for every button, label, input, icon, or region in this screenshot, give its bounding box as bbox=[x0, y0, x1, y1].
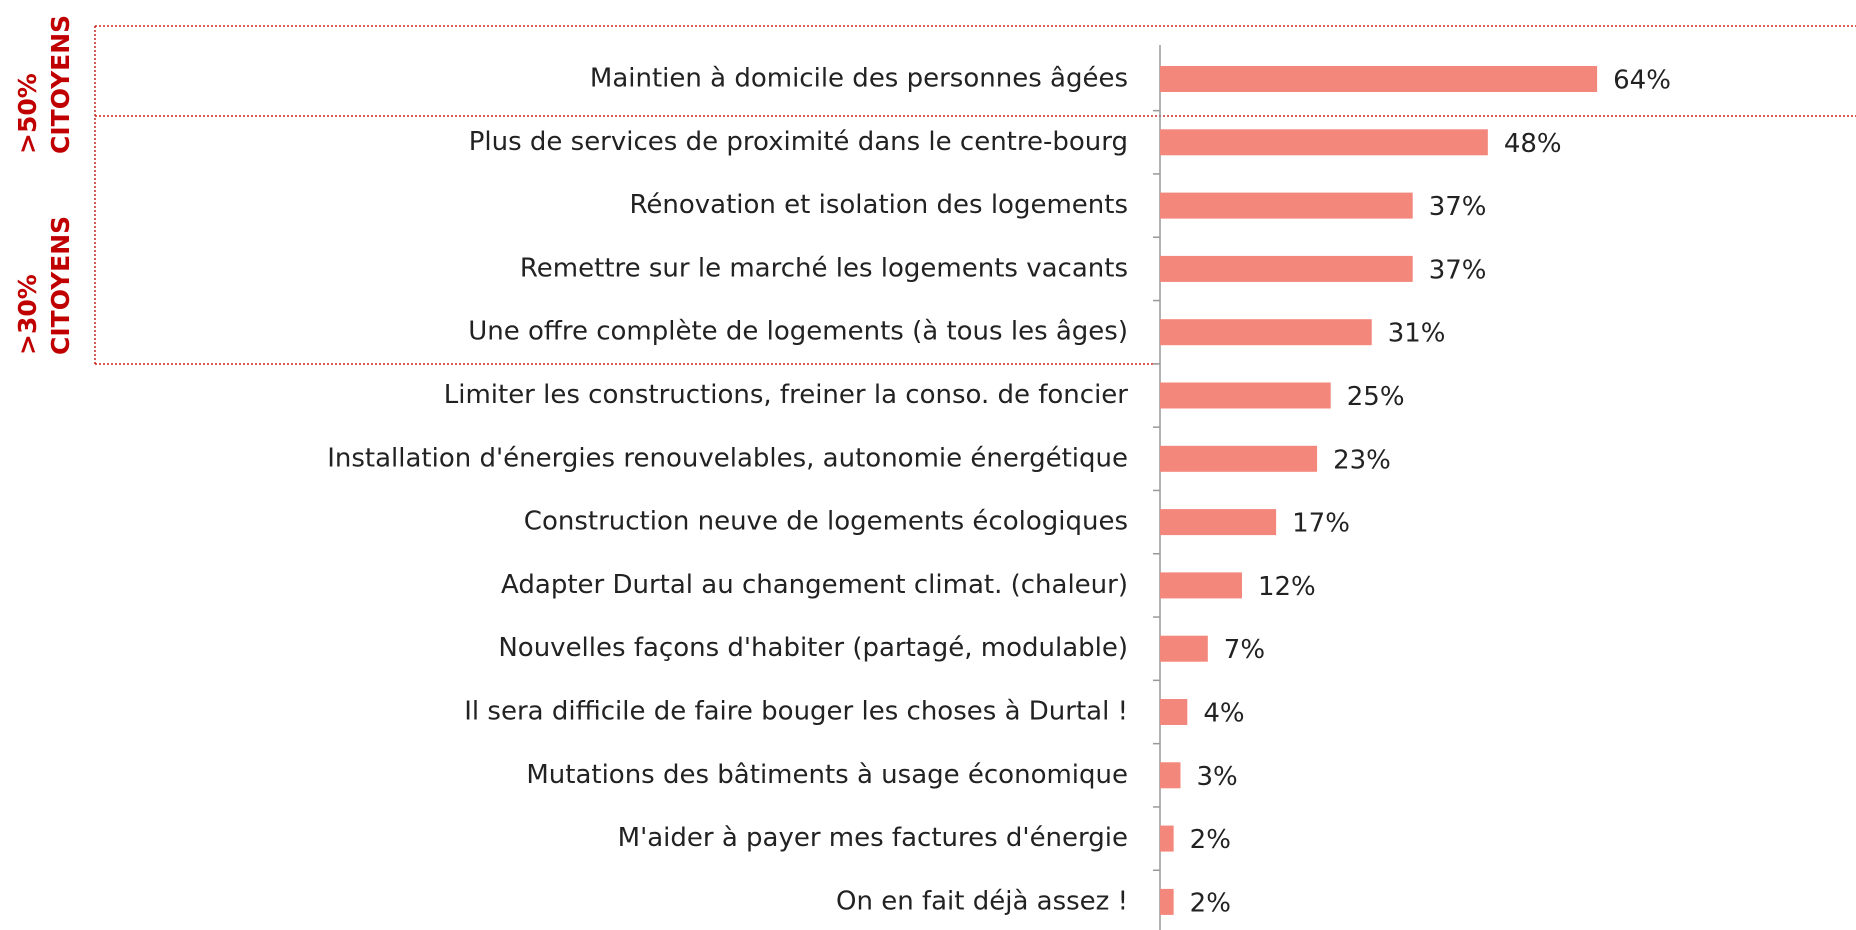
category-label: Nouvelles façons d'habiter (partagé, mod… bbox=[498, 633, 1128, 663]
category-label: Mutations des bâtiments à usage économiq… bbox=[526, 760, 1128, 790]
value-label: 25% bbox=[1347, 382, 1405, 412]
bar bbox=[1160, 762, 1181, 789]
category-label: Une offre complète de logements (à tous … bbox=[468, 317, 1128, 347]
annotation: CITOYENS bbox=[46, 216, 75, 355]
category-label: Maintien à domicile des personnes âgées bbox=[590, 64, 1128, 94]
value-label: 64% bbox=[1613, 66, 1671, 96]
value-label: 37% bbox=[1429, 255, 1487, 285]
category-label: Plus de services de proximité dans le ce… bbox=[469, 127, 1128, 157]
bar bbox=[1160, 255, 1413, 282]
value-label: 37% bbox=[1429, 192, 1487, 222]
value-label: 23% bbox=[1333, 445, 1391, 475]
category-label: Installation d'énergies renouvelables, a… bbox=[327, 443, 1128, 473]
category-label: M'aider à payer mes factures d'énergie bbox=[618, 823, 1128, 853]
category-label: Remettre sur le marché les logements vac… bbox=[520, 253, 1128, 283]
value-label: 17% bbox=[1292, 509, 1350, 539]
value-label: 7% bbox=[1224, 635, 1265, 665]
value-label: 48% bbox=[1504, 129, 1562, 159]
annotation: >30% bbox=[13, 274, 42, 355]
category-label: Limiter les constructions, freiner la co… bbox=[444, 380, 1129, 410]
category-label: On en fait déjà assez ! bbox=[836, 886, 1128, 916]
bar bbox=[1160, 382, 1331, 409]
bar bbox=[1160, 129, 1488, 156]
value-label: 31% bbox=[1388, 319, 1446, 349]
bar bbox=[1160, 319, 1372, 346]
value-label: 2% bbox=[1190, 825, 1231, 855]
bar bbox=[1160, 888, 1174, 915]
bar bbox=[1160, 192, 1413, 219]
category-label: Rénovation et isolation des logements bbox=[629, 190, 1128, 220]
category-label: Construction neuve de logements écologiq… bbox=[524, 507, 1128, 537]
annotation: CITOYENS bbox=[46, 15, 75, 154]
category-label: Adapter Durtal au changement climat. (ch… bbox=[501, 570, 1128, 600]
value-label: 2% bbox=[1190, 888, 1231, 918]
bar bbox=[1160, 66, 1598, 92]
bar bbox=[1160, 635, 1208, 662]
value-label: 4% bbox=[1203, 699, 1244, 729]
value-label: 3% bbox=[1196, 762, 1237, 792]
bar bbox=[1160, 825, 1174, 852]
value-label: 12% bbox=[1258, 572, 1316, 602]
bar bbox=[1160, 445, 1318, 472]
bar bbox=[1160, 572, 1242, 599]
bar bbox=[1160, 699, 1188, 725]
bar bbox=[1160, 509, 1277, 536]
category-label: Il sera difficile de faire bouger les ch… bbox=[464, 697, 1128, 727]
group-box bbox=[94, 25, 1856, 365]
annotation: >50% bbox=[13, 73, 42, 154]
